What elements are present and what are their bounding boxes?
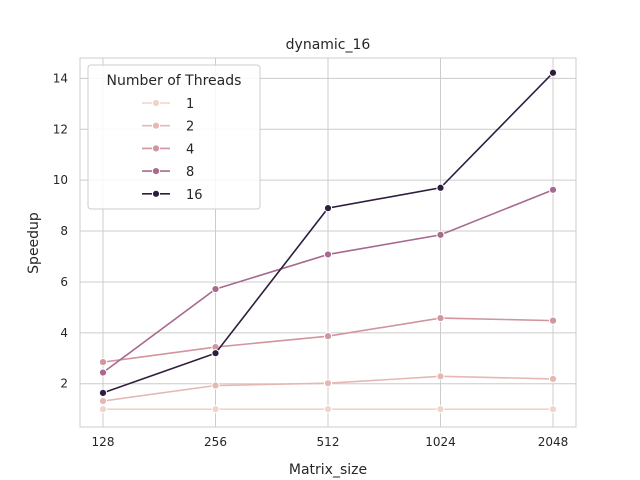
legend-item: 16: [142, 188, 203, 203]
data-point: [548, 316, 558, 325]
data-point: [548, 374, 558, 384]
y-tick-label: 8: [60, 224, 68, 238]
legend-swatch-marker: [151, 121, 161, 130]
y-tick-label: 10: [53, 173, 68, 187]
series-1: [98, 405, 558, 414]
legend-item: 1: [142, 97, 194, 112]
series-8: [98, 185, 558, 377]
legend-frame: [87, 64, 261, 210]
legend-swatch-marker: [151, 167, 161, 176]
legend-label: 4: [186, 142, 194, 157]
chart-title: dynamic_16: [286, 37, 371, 53]
x-axis-title: Matrix_size: [289, 462, 367, 478]
legend: Number of Threads 1 2 4 8 16: [87, 64, 261, 210]
data-point: [436, 313, 445, 323]
legend-item: 8: [142, 165, 194, 180]
data-point: [436, 372, 445, 381]
data-point: [211, 405, 220, 414]
data-point: [98, 358, 108, 367]
data-point: [548, 68, 558, 77]
series-16: [98, 68, 558, 397]
y-axis-title: Speedup: [26, 212, 42, 274]
y-tick-label: 2: [60, 377, 68, 391]
data-point: [436, 405, 445, 414]
plot-area: [79, 57, 577, 428]
x-tick-label: 128: [92, 435, 115, 449]
y-tick-label: 12: [53, 122, 68, 136]
data-point: [98, 388, 108, 397]
legend-swatch-marker: [151, 189, 161, 198]
data-point: [548, 405, 558, 414]
data-point: [323, 332, 333, 341]
x-tick-label: 256: [204, 435, 227, 449]
data-point: [211, 381, 220, 390]
y-tick-label: 14: [53, 71, 68, 85]
data-point: [323, 250, 333, 259]
series-group: [98, 68, 558, 414]
series-4: [98, 313, 558, 367]
data-point: [436, 230, 445, 239]
data-point: [98, 368, 108, 377]
data-point: [98, 396, 108, 406]
y-tick-label: 4: [60, 326, 68, 340]
legend-label: 1: [186, 97, 194, 112]
data-point: [323, 405, 333, 414]
legend-item: 4: [142, 142, 194, 157]
legend-swatch-marker: [151, 98, 161, 108]
legend-item: 2: [142, 120, 194, 135]
data-point: [323, 204, 333, 213]
legend-label: 2: [186, 120, 194, 135]
legend-title: Number of Threads: [107, 73, 242, 89]
x-tick-label: 512: [317, 435, 340, 449]
data-point: [211, 284, 220, 294]
data-point: [98, 405, 108, 414]
y-tick-label: 6: [60, 275, 68, 289]
data-point: [323, 379, 333, 388]
data-point: [436, 183, 445, 192]
series-2: [98, 372, 558, 406]
legend-swatch-marker: [151, 144, 161, 153]
x-tick-label: 2048: [538, 435, 569, 449]
data-point: [548, 185, 558, 194]
legend-label: 8: [186, 165, 194, 180]
legend-label: 16: [186, 188, 203, 203]
x-tick-label: 1024: [425, 435, 456, 449]
data-point: [211, 349, 220, 358]
